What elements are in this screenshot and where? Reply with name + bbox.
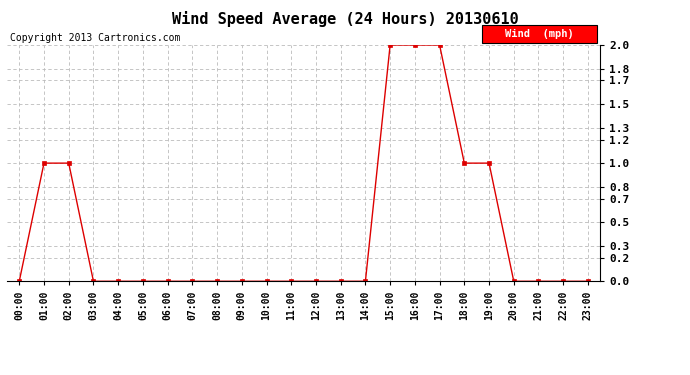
Text: Wind  (mph): Wind (mph) <box>505 29 573 39</box>
Text: Wind Speed Average (24 Hours) 20130610: Wind Speed Average (24 Hours) 20130610 <box>172 11 518 27</box>
Text: Copyright 2013 Cartronics.com: Copyright 2013 Cartronics.com <box>10 33 180 43</box>
FancyBboxPatch shape <box>482 25 598 43</box>
